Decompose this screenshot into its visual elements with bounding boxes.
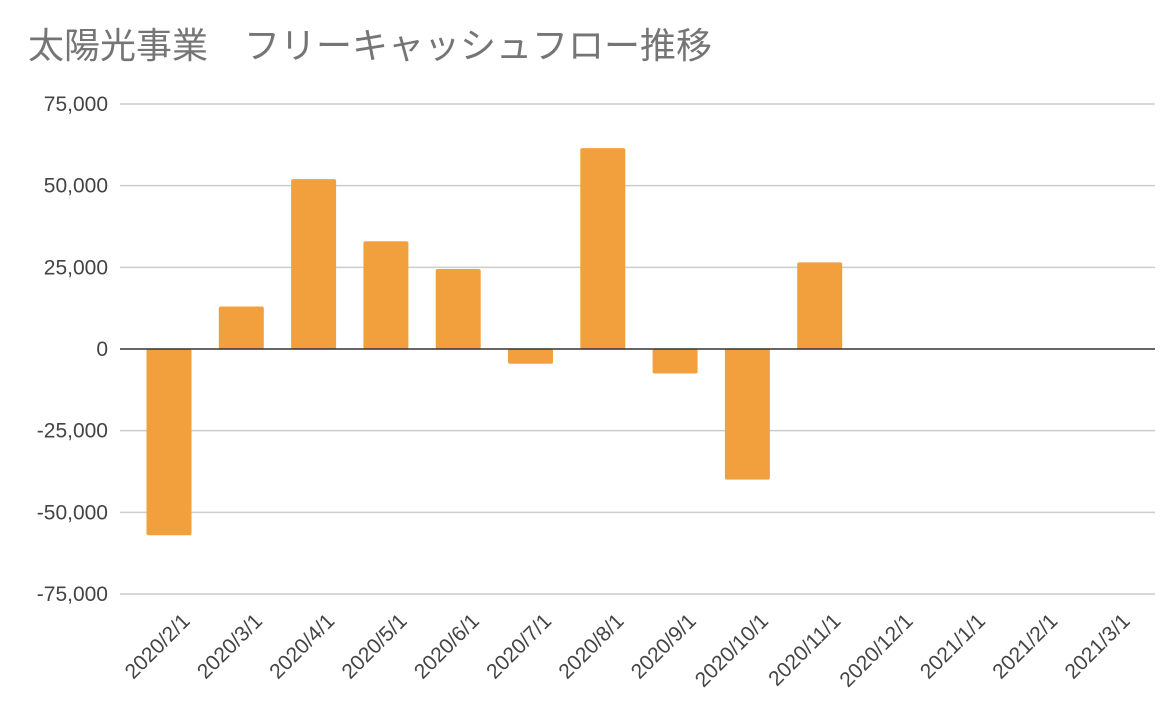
x-tick-label: 2021/3/1 [1061, 609, 1135, 683]
y-tick-label: 75,000 [44, 93, 108, 116]
bar-2020/7/1 [508, 349, 553, 364]
bar-2020/3/1 [218, 306, 264, 349]
bar-2020/6/1 [435, 268, 481, 349]
x-axis-ticks: 2020/2/12020/3/12020/4/12020/5/12020/6/1… [121, 609, 1135, 691]
bar-2020/5/1 [363, 241, 409, 349]
x-tick-label: 2020/11/1 [764, 609, 845, 690]
x-tick-label: 2020/4/1 [265, 609, 339, 683]
x-tick-label: 2020/2/1 [121, 609, 195, 683]
y-tick-label: -75,000 [37, 583, 108, 606]
x-tick-label: 2020/12/1 [835, 609, 917, 691]
x-tick-label: 2020/3/1 [193, 609, 267, 683]
bar-2020/8/1 [580, 148, 626, 349]
bar-2020/9/1 [652, 349, 698, 374]
x-tick-label: 2020/7/1 [482, 609, 556, 683]
x-tick-label: 2020/9/1 [627, 609, 701, 683]
y-axis-ticks: 75,000 50,000 25,000 0 -25,000 -50,000 -75,000 [37, 93, 108, 606]
bar-2020/2/1 [146, 349, 192, 536]
y-tick-label: 0 [96, 338, 108, 361]
x-tick-label: 2020/10/1 [691, 609, 773, 691]
bar-2020/11/1 [797, 262, 843, 349]
y-tick-label: -25,000 [37, 420, 108, 443]
bar-2020/10/1 [724, 349, 770, 480]
bars [146, 148, 843, 536]
y-tick-label: 25,000 [44, 256, 108, 279]
bar-2020/4/1 [291, 179, 337, 349]
chart-title: 太陽光事業 フリーキャッシュフロー推移 [28, 26, 712, 67]
x-tick-label: 2021/2/1 [988, 609, 1062, 683]
x-tick-label: 2020/8/1 [554, 609, 628, 683]
x-tick-label: 2020/5/1 [338, 609, 412, 683]
x-tick-label: 2020/6/1 [410, 609, 484, 683]
y-tick-label: -50,000 [37, 501, 108, 524]
x-tick-label: 2021/1/1 [916, 609, 990, 683]
y-tick-label: 50,000 [44, 175, 108, 198]
